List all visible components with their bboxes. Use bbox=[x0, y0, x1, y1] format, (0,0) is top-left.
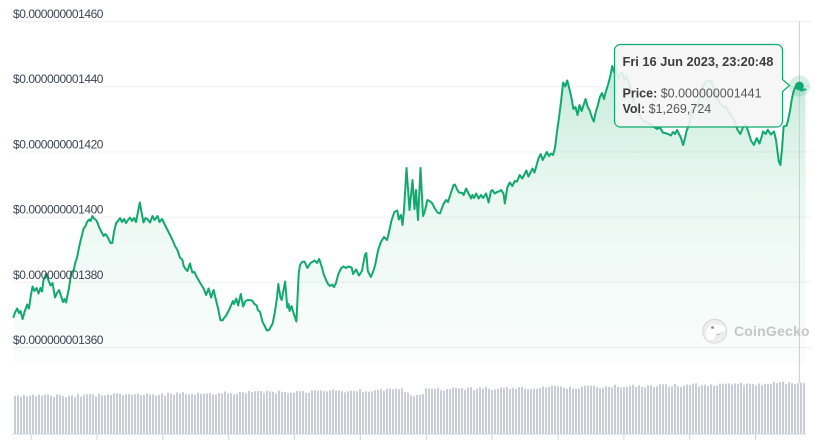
svg-text:$0.000000001460: $0.000000001460 bbox=[13, 7, 104, 21]
svg-text:$0.000000001440: $0.000000001440 bbox=[13, 72, 104, 86]
svg-text:$0.000000001420: $0.000000001420 bbox=[13, 137, 104, 151]
svg-text:Price: $0.000000001441: Price: $0.000000001441 bbox=[623, 87, 762, 101]
svg-text:$0.000000001400: $0.000000001400 bbox=[13, 203, 104, 217]
svg-text:$0.000000001360: $0.000000001360 bbox=[13, 333, 104, 347]
svg-text:CoinGecko: CoinGecko bbox=[734, 323, 810, 339]
svg-text:Vol: $1,269,724: Vol: $1,269,724 bbox=[623, 102, 712, 116]
svg-text:Fri 16 Jun 2023, 23:20:48: Fri 16 Jun 2023, 23:20:48 bbox=[623, 54, 774, 69]
svg-text:$0.000000001380: $0.000000001380 bbox=[13, 268, 104, 282]
